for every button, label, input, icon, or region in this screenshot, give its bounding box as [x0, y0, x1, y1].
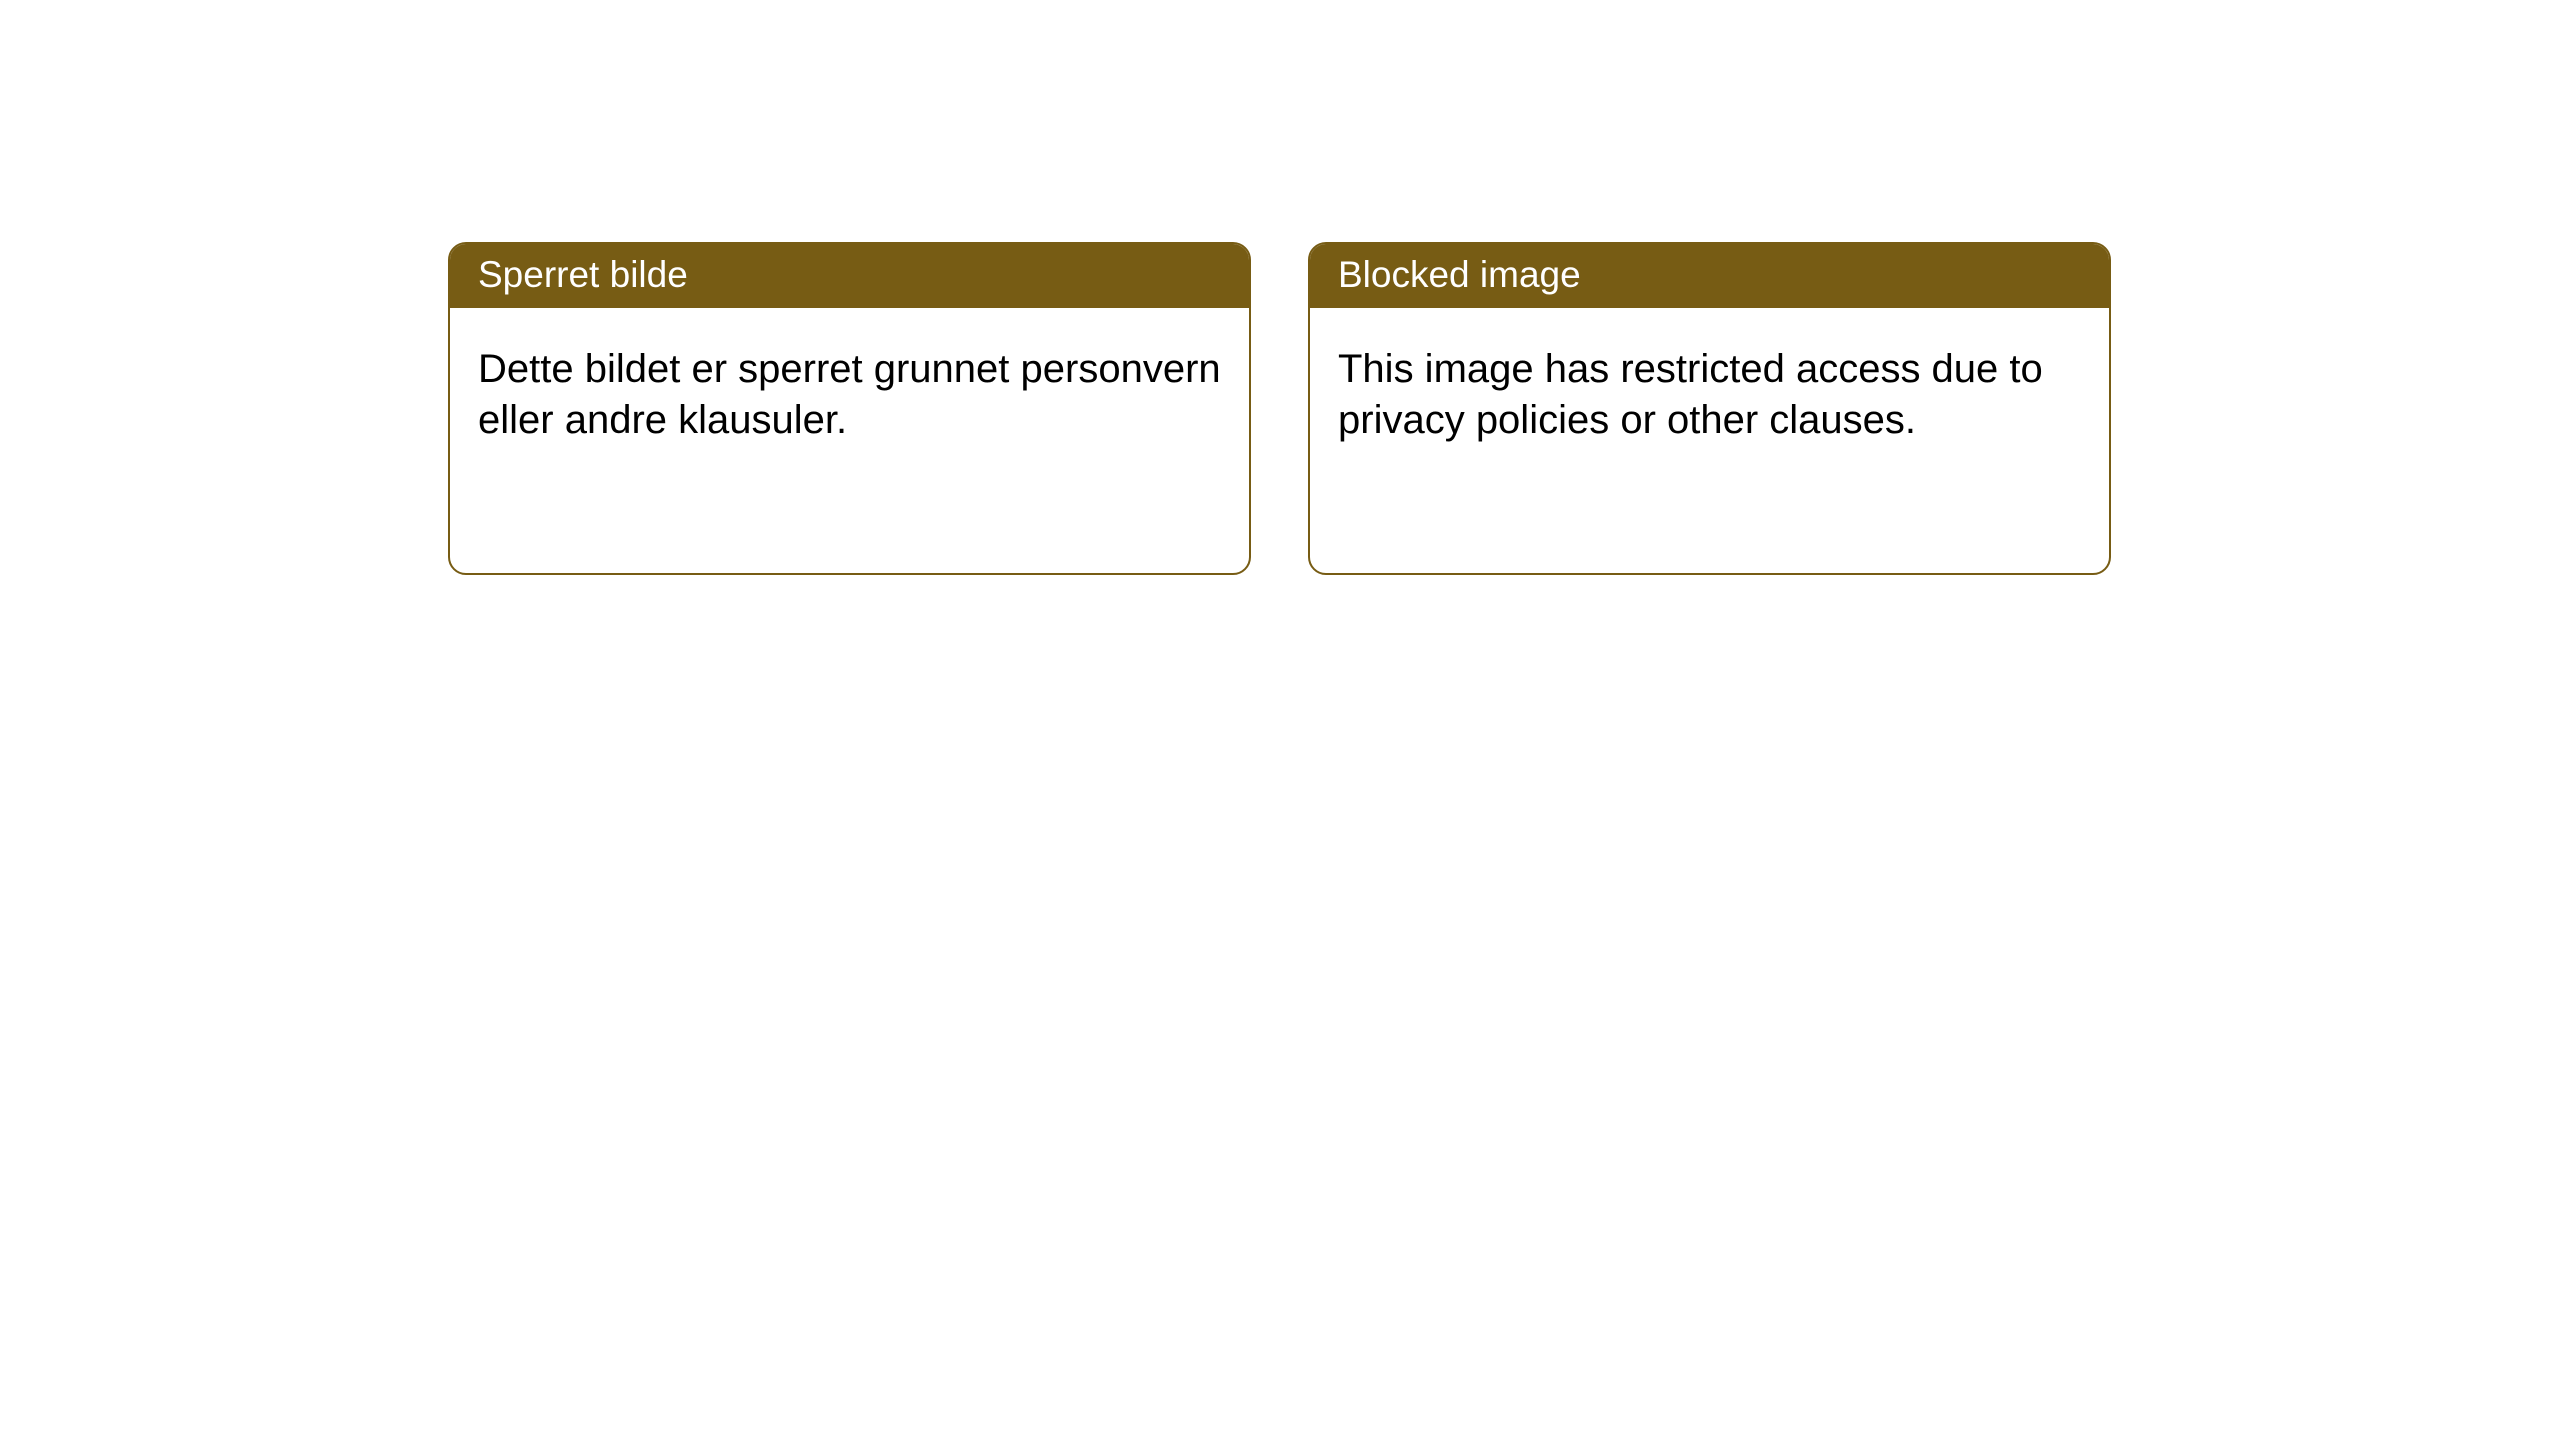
card-title: Sperret bilde — [478, 254, 688, 295]
blocked-image-card-en: Blocked image This image has restricted … — [1308, 242, 2111, 575]
card-message: Dette bildet er sperret grunnet personve… — [478, 347, 1221, 442]
card-body: Dette bildet er sperret grunnet personve… — [450, 308, 1249, 474]
blocked-image-card-no: Sperret bilde Dette bildet er sperret gr… — [448, 242, 1251, 575]
card-title: Blocked image — [1338, 254, 1581, 295]
notice-container: Sperret bilde Dette bildet er sperret gr… — [0, 0, 2560, 575]
card-header: Sperret bilde — [450, 244, 1249, 308]
card-body: This image has restricted access due to … — [1310, 308, 2109, 474]
card-message: This image has restricted access due to … — [1338, 347, 2043, 442]
card-header: Blocked image — [1310, 244, 2109, 308]
